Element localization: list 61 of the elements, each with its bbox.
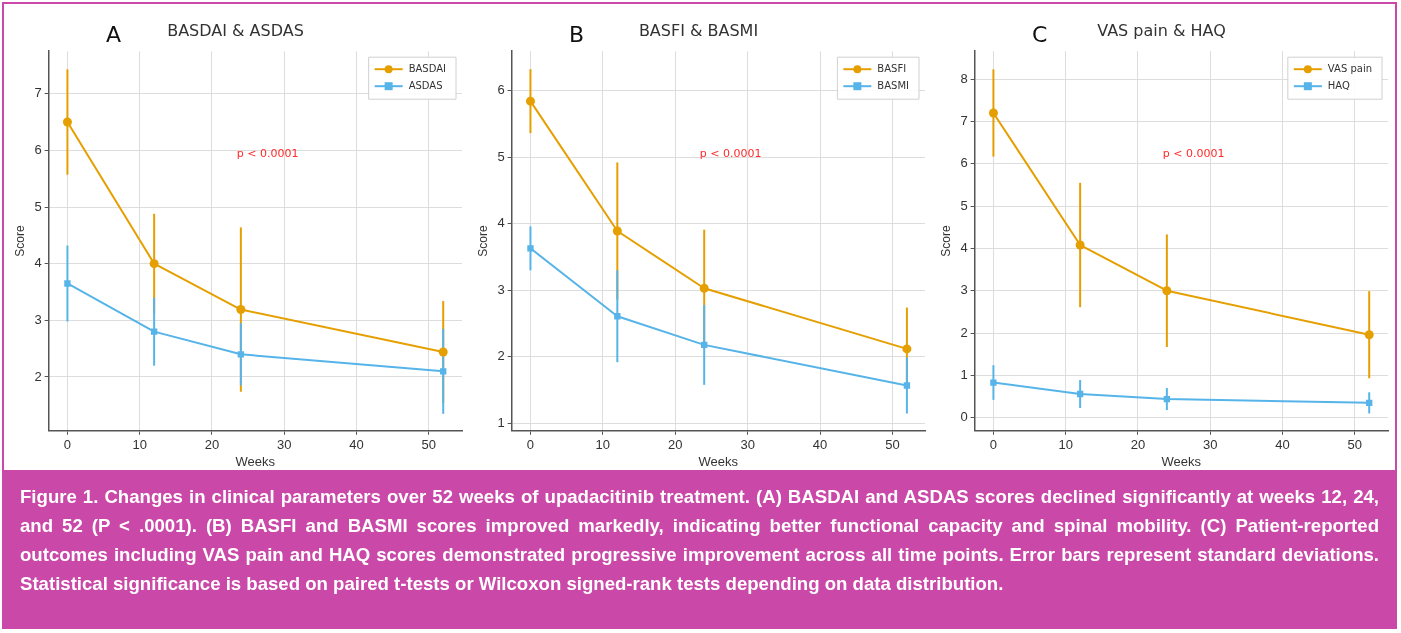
y-tick-label: 4 (960, 239, 968, 255)
chart-title: VAS pain & HAQ (1097, 20, 1226, 40)
y-axis-title: Score (12, 225, 27, 257)
y-tick-label: 4 (497, 215, 505, 231)
y-tick-label: 3 (960, 282, 968, 298)
y-tick-label: 7 (34, 85, 42, 101)
x-axis-title: Weeks (235, 453, 276, 469)
x-axis-title: Weeks (698, 453, 739, 469)
y-tick-label: 7 (960, 113, 968, 129)
annotation: p < 0.0001 (236, 146, 299, 160)
y-tick-label: 1 (497, 415, 505, 431)
x-tick-label: 30 (1202, 437, 1218, 453)
y-tick-label: 6 (497, 82, 505, 98)
y-tick-label: 5 (497, 148, 505, 164)
chart-title: BASFI & BASMI (638, 20, 759, 40)
y-tick-label: 6 (34, 141, 42, 157)
x-tick-label: 10 (1058, 437, 1073, 453)
annotation: p < 0.0001 (699, 146, 762, 160)
x-tick-label: 10 (132, 437, 147, 453)
y-tick-label: 2 (497, 348, 505, 364)
x-tick-label: 40 (349, 437, 364, 453)
legend-label: BASMI (877, 79, 910, 91)
x-tick-label: 30 (740, 437, 755, 453)
chart-title: BASDAI & ASDAS (167, 20, 304, 40)
legend-label: BASFI (877, 62, 907, 74)
y-tick-label: 5 (960, 197, 968, 213)
x-tick-label: 20 (204, 437, 220, 453)
y-tick-label: 8 (960, 70, 968, 86)
y-axis-title: Score (475, 225, 490, 257)
legend-label: ASDAS (408, 79, 443, 91)
y-tick-label: 3 (34, 311, 42, 327)
x-tick-label: 20 (1130, 437, 1146, 453)
y-tick-label: 2 (34, 368, 42, 384)
text: A (106, 21, 122, 47)
text: C (1031, 21, 1048, 47)
y-tick-label: 0 (960, 409, 968, 425)
y-tick-label: 6 (960, 155, 968, 171)
legend-label: VAS pain (1327, 62, 1373, 74)
x-tick-label: 50 (885, 437, 900, 453)
x-axis-title: Weeks (1161, 453, 1202, 469)
y-tick-label: 1 (960, 366, 968, 382)
y-tick-label: 3 (497, 281, 505, 297)
x-tick-label: 0 (526, 437, 535, 453)
x-tick-label: 50 (421, 437, 436, 453)
x-tick-label: 0 (63, 437, 72, 453)
legend-label: HAQ (1327, 79, 1351, 91)
x-tick-label: 40 (1275, 437, 1290, 453)
legend-label: BASDAI (408, 62, 447, 74)
x-tick-label: 0 (989, 437, 998, 453)
x-tick-label: 40 (812, 437, 828, 453)
annotation: p < 0.0001 (1162, 146, 1225, 160)
x-tick-label: 10 (595, 437, 611, 453)
x-tick-label: 20 (668, 437, 683, 453)
y-tick-label: 5 (34, 198, 42, 214)
x-tick-label: 30 (276, 437, 292, 453)
y-axis-title: Score (938, 225, 953, 257)
y-tick-label: 2 (960, 324, 968, 340)
y-tick-label: 4 (34, 255, 42, 271)
x-tick-label: 50 (1347, 437, 1362, 453)
caption: Figure 1. Changes in clinical parameters over 52 weeks of upadacitinib treatment. (A) BASDAI and ASDAS scores declined significantly at weeks 12, 24, and 52 (P < .0001). (B) BASFI and BASMI scores improved markedly, indicating better functional capacity and spinal mobility. (C) Patient-reported outcomes including VAS pain and HAQ scores demonstrated progressive improvement across all time points. Error bars represent standard deviations. Statistical significance is based on paired t-tests or Wilcoxon signed-rank tests depending on data distribution. (4, 470, 1395, 627)
text: B (569, 21, 585, 47)
